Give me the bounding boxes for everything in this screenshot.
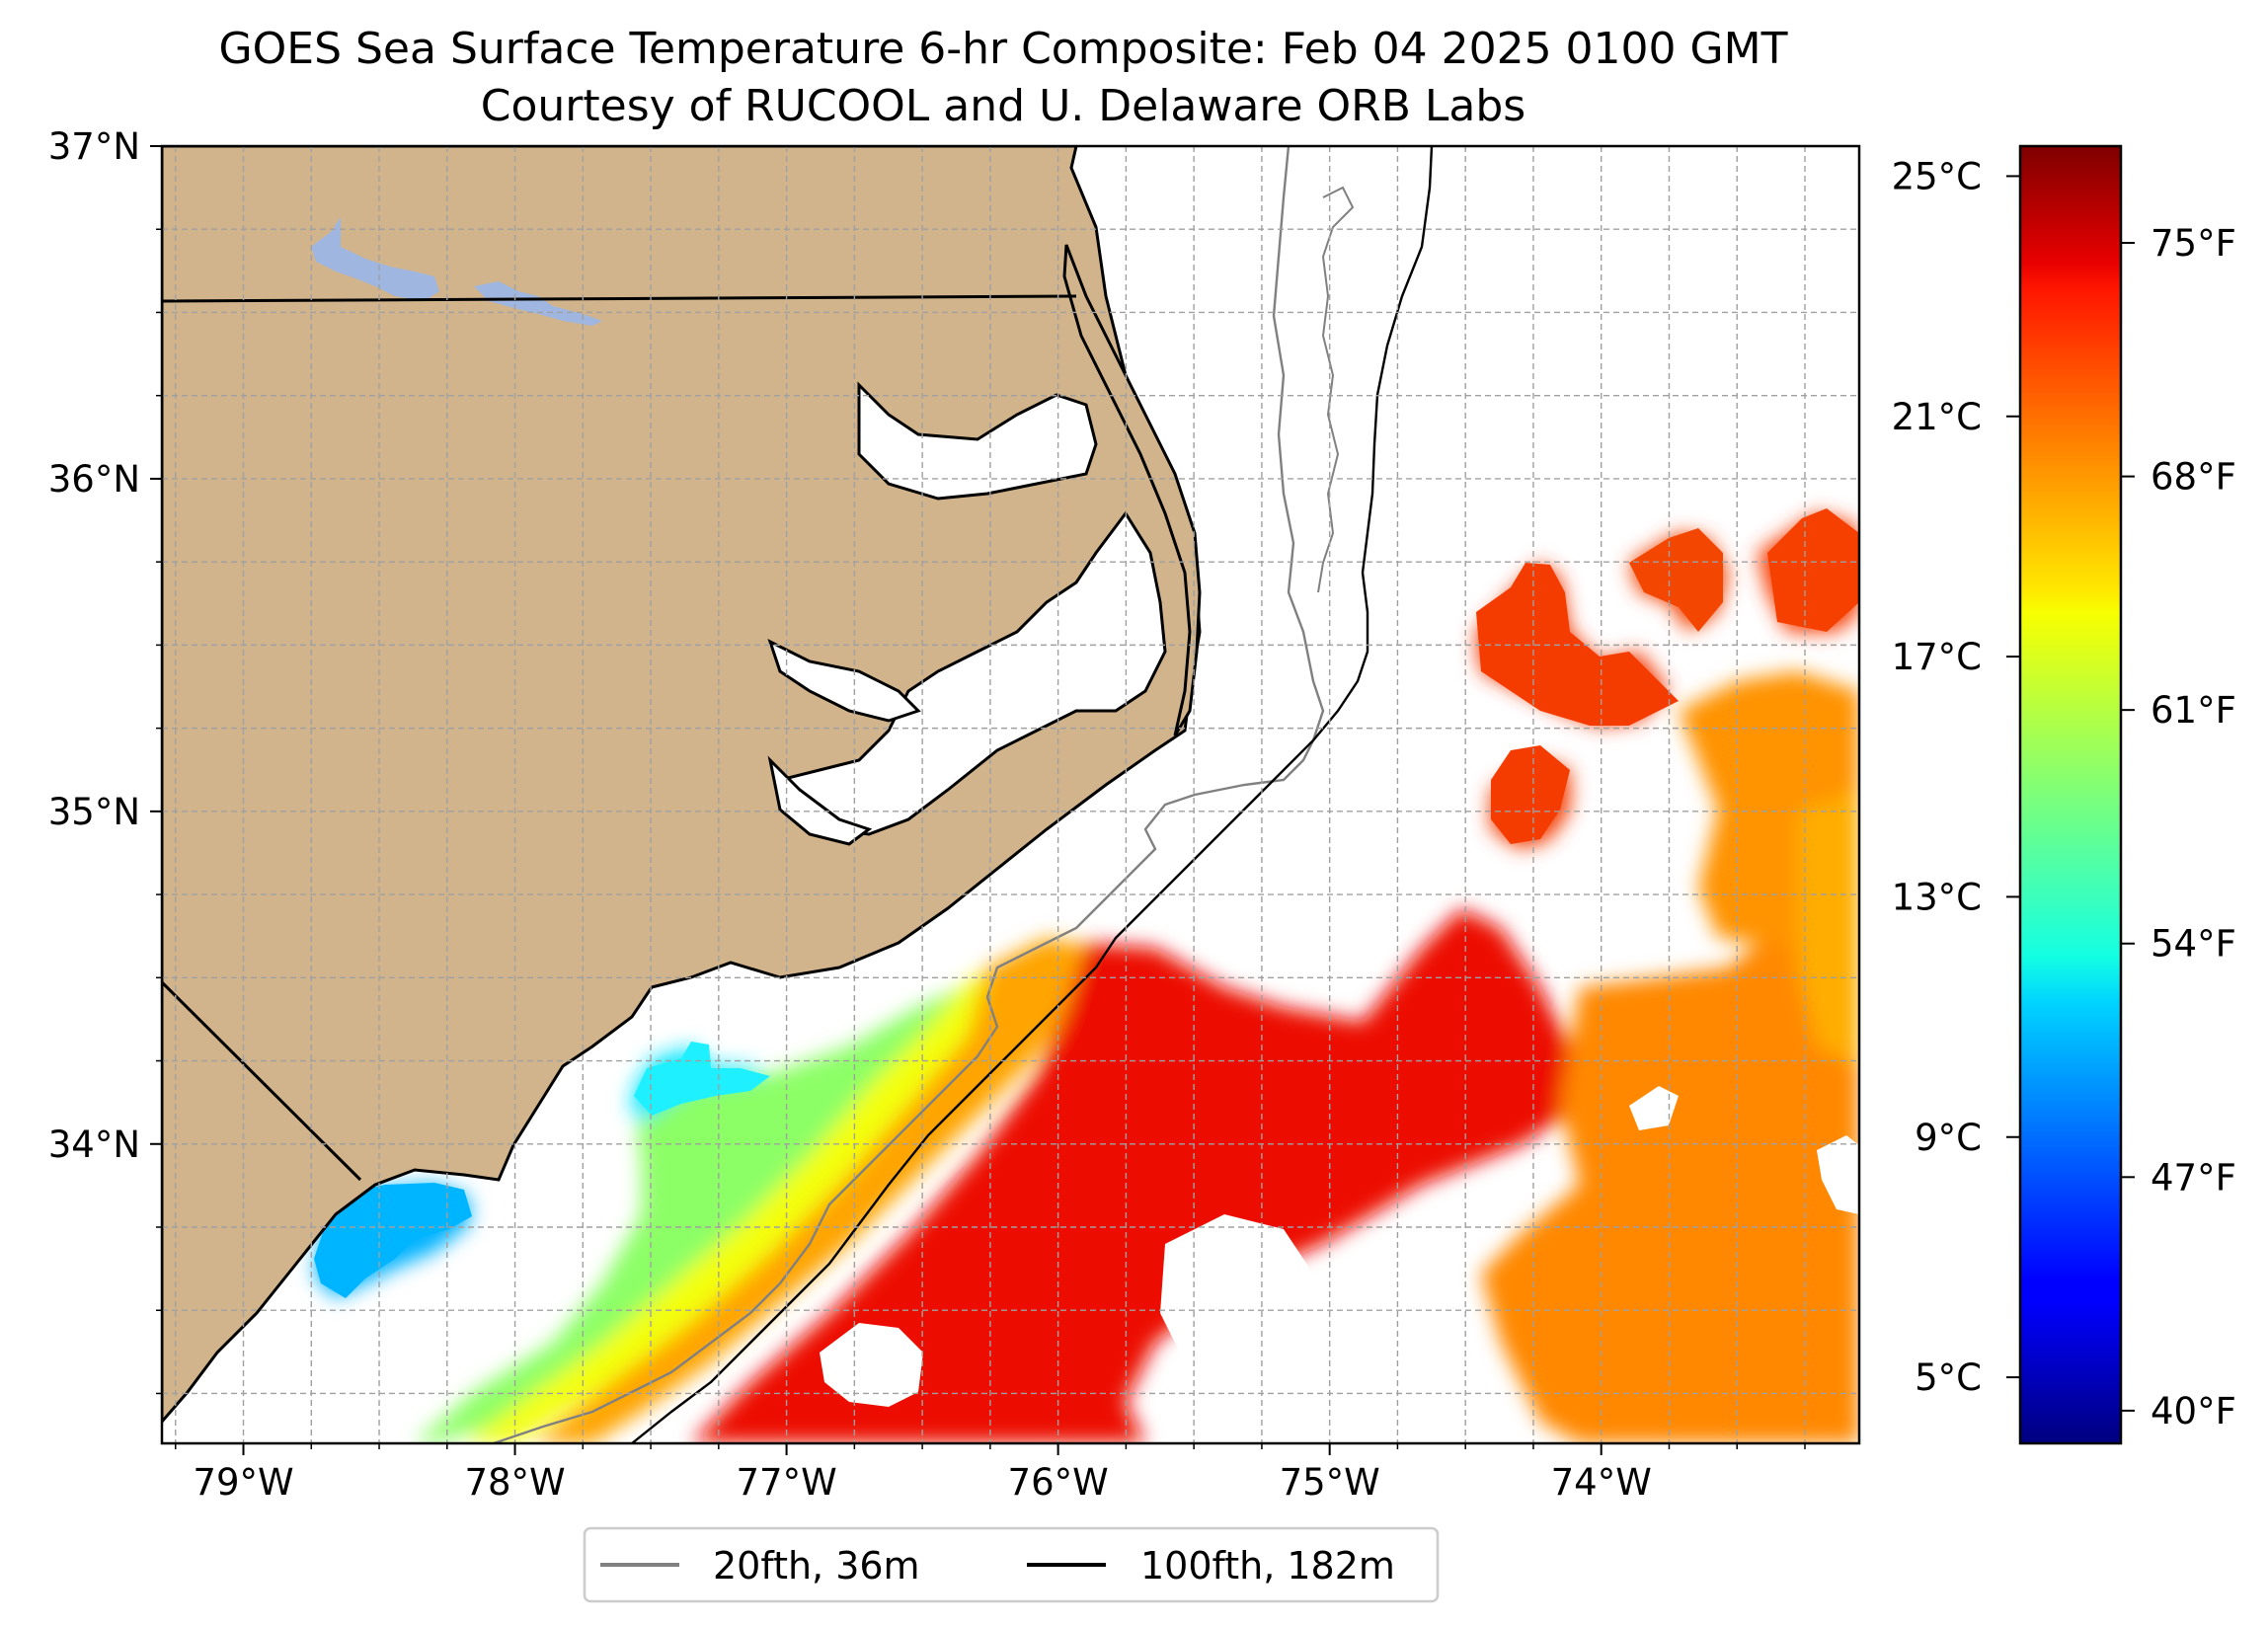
map-frame [160, 144, 1861, 1445]
fahrenheit-tick-label: 40°F [2151, 1390, 2236, 1432]
virginia-nc-border [162, 294, 1077, 303]
sst-patch-lightorange-east [1797, 790, 1859, 1066]
sst-block-ne-red2 [1629, 528, 1723, 632]
map-title-line2: Courtesy of RUCOOL and U. Delaware ORB L… [481, 81, 1525, 131]
cloud-gap-4 [1817, 1135, 1859, 1214]
isobath-20fth [493, 146, 1325, 1443]
sst-patch-orange-band [533, 938, 1096, 1443]
lon-tick-label: 78°W [464, 1461, 565, 1504]
fahrenheit-tick-label: 61°F [2151, 689, 2236, 732]
cloud-gap-2 [1160, 1214, 1313, 1382]
lon-tick-label: 74°W [1551, 1461, 1652, 1504]
sc-nc-border [162, 980, 362, 1182]
celsius-tick-label: 5°C [1915, 1356, 1982, 1399]
map-axes: 79°W 78°W 77°W 76°W 75°W 74°W 37°N 36°N 35°N 34°N [48, 125, 1806, 1504]
celsius-tick-label: 25°C [1892, 155, 1982, 197]
temperature-colorbar: 25°C 21°C 17°C 13°C 9°C 5°C 75°F 68°F 61°F 54°F 47… [1892, 144, 2236, 1445]
sst-block-ne-red3 [1767, 508, 1859, 632]
legend-box [583, 1526, 1440, 1603]
isobath-100fth [631, 146, 1434, 1443]
lon-tick-label: 76°W [1008, 1461, 1109, 1504]
sst-block-cyan [634, 1042, 770, 1116]
neuse-river [767, 755, 873, 846]
colorbar-gradient [2018, 144, 2123, 1445]
lon-tick-label: 75°W [1280, 1461, 1380, 1504]
sst-block-ne-red [1476, 563, 1679, 726]
colorbar-ticks: 25°C 21°C 17°C 13°C 9°C 5°C 75°F 68°F 61°F 54°F 47… [1892, 155, 2236, 1432]
celsius-tick-label: 9°C [1915, 1117, 1982, 1159]
albemarle-sound [857, 381, 1098, 501]
fahrenheit-tick-label: 47°F [2151, 1156, 2236, 1199]
legend-label-20fth: 20fth, 36m [713, 1544, 920, 1587]
sst-data-layer [314, 508, 1859, 1443]
lon-tick-label: 79°W [193, 1461, 293, 1504]
sst-block-small-red [1491, 745, 1570, 844]
lat-tick-label: 37°N [48, 125, 140, 168]
pamlico-river [767, 639, 921, 723]
map-panel[interactable] [162, 146, 1859, 1443]
sst-block-cape-fear [314, 1183, 472, 1298]
fahrenheit-tick-label: 68°F [2151, 456, 2236, 499]
celsius-tick-label: 13°C [1892, 876, 1982, 918]
lat-tick-label: 35°N [48, 791, 140, 833]
celsius-tick-label: 17°C [1892, 636, 1982, 678]
sst-patch-orange-offshore [1481, 908, 1859, 1443]
fahrenheit-tick-label: 54°F [2151, 923, 2236, 966]
lat-tick-label: 36°N [48, 458, 140, 501]
sst-patch-gulf-stream [691, 908, 1580, 1443]
sst-patch-yellow-band [464, 972, 997, 1443]
cloud-gap-3 [1629, 1086, 1679, 1130]
lake-gaston [474, 281, 602, 326]
celsius-tick-label: 21°C [1892, 396, 1982, 438]
sst-patch-green-shelf [415, 977, 997, 1443]
lat-tick-label: 34°N [48, 1123, 140, 1166]
isobath-20fth-shoals [1317, 186, 1355, 593]
lon-tick-label: 77°W [737, 1461, 837, 1504]
legend-label-100fth: 100fth, 182m [1140, 1544, 1395, 1587]
kerr-lake [311, 217, 439, 301]
isobath-legend: 20fth, 36m 100fth, 182m [583, 1526, 1440, 1603]
map-gridlines [162, 146, 1859, 1443]
fahrenheit-tick-label: 75°F [2151, 222, 2236, 265]
cloud-gap-1 [820, 1323, 923, 1407]
map-title-line1: GOES Sea Surface Temperature 6-hr Compos… [219, 24, 1788, 74]
